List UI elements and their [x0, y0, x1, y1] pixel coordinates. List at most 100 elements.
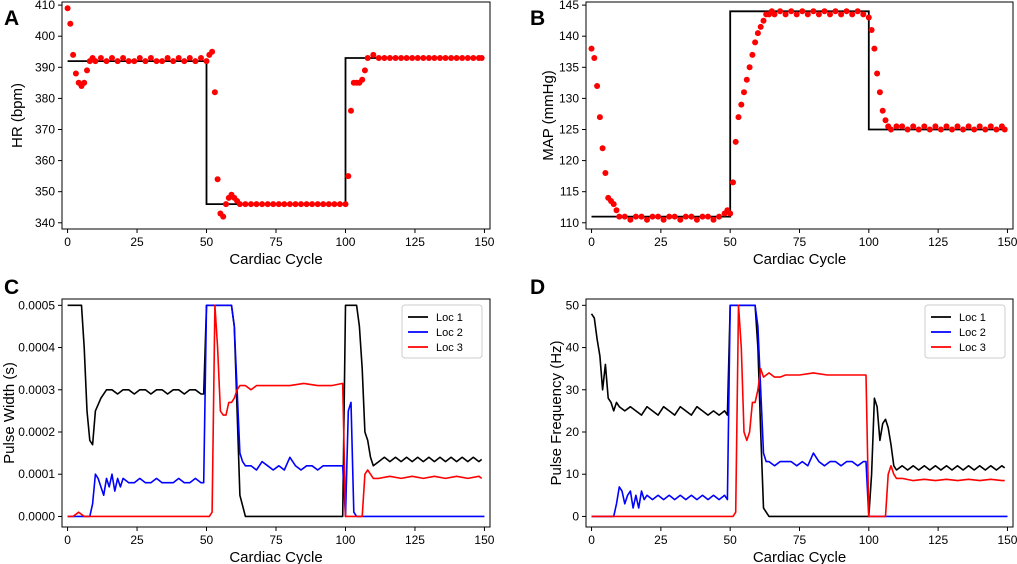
scatter-point	[965, 123, 972, 130]
scatter-point	[732, 138, 739, 145]
axes-frame	[585, 1, 1014, 230]
scatter-point	[264, 201, 271, 208]
chart-panel-a: A 0 25 50 75 100 125 150 340 350 360 370 380 390 400 41…	[4, 0, 495, 268]
scatter-point	[610, 201, 617, 208]
scatter-point	[248, 201, 254, 208]
scatter-point	[699, 213, 706, 220]
series-line-loc-3	[67, 304, 483, 518]
scatter-point	[97, 55, 104, 61]
x-tick-label: 100	[335, 235, 355, 249]
panel-letter: C	[4, 276, 19, 299]
scatter-point	[292, 201, 299, 208]
y-tick-label: 20	[566, 425, 580, 439]
legend: Loc 1 Loc 2 Loc 3	[924, 304, 1006, 359]
x-tick-label: 50	[200, 235, 214, 249]
scatter-point	[993, 126, 1000, 133]
plot-area	[588, 8, 1008, 223]
scatter-point	[804, 11, 811, 18]
scatter-point	[730, 179, 736, 186]
legend-box	[401, 304, 483, 359]
scatter-point	[220, 213, 227, 220]
scatter-point	[198, 55, 204, 61]
scatter-point	[392, 55, 399, 61]
x-axis-label: Cardiac Cycle	[753, 549, 846, 564]
scatter-point	[932, 123, 939, 130]
x-tick-label: 150	[474, 235, 494, 249]
step-line-target	[591, 10, 1008, 218]
chart-panel-c: C 0 25 50 75 100 125 150 0.0000 0.0001 0.0002 0.000…	[1, 276, 495, 564]
scatter-point	[364, 55, 371, 61]
y-axis-label: Pulse Width (s)	[1, 362, 18, 464]
scatter-point	[320, 201, 327, 208]
scatter-point	[971, 126, 978, 133]
scatter-point	[921, 123, 928, 130]
scatter-point	[109, 55, 115, 61]
scatter-point	[414, 55, 421, 61]
scatter-point	[752, 39, 759, 46]
scatter-point	[253, 201, 260, 208]
scatter-point	[777, 8, 784, 15]
panel-letter: B	[530, 7, 545, 30]
scatter-point	[209, 48, 216, 55]
scatter-point	[192, 58, 199, 65]
x-tick-label: 25	[654, 533, 668, 547]
y-tick-label: 360	[35, 154, 55, 168]
x-tick-label: 100	[859, 533, 879, 547]
scatter-point	[370, 51, 377, 58]
scatter-point	[125, 58, 132, 65]
scatter-point	[381, 55, 388, 61]
scatter-point	[943, 123, 950, 130]
scatter-point	[214, 176, 221, 183]
x-tick-label: 0	[64, 235, 71, 249]
x-tick-label: 25	[130, 533, 144, 547]
scatter-point	[325, 201, 332, 208]
scatter-point	[710, 216, 717, 223]
scatter-point	[782, 11, 789, 18]
y-tick-label: 140	[559, 29, 579, 43]
scatter-point	[754, 30, 761, 37]
x-tick-label: 0	[64, 533, 71, 547]
scatter-point	[705, 213, 711, 220]
legend-label: Loc 3	[959, 342, 986, 354]
y-tick-label: 390	[35, 60, 55, 74]
y-tick-label: 380	[35, 91, 55, 105]
scatter-point	[131, 58, 138, 65]
scatter-point	[211, 89, 218, 96]
x-axis-label: Cardiac Cycle	[753, 251, 846, 268]
x-tick-label: 125	[405, 235, 425, 249]
scatter-point	[298, 201, 304, 208]
y-tick-label: 135	[559, 60, 579, 74]
scatter-point	[437, 55, 443, 61]
scatter-point	[682, 213, 689, 220]
legend: Loc 1 Loc 2 Loc 3	[401, 304, 483, 359]
scatter-point	[223, 201, 229, 208]
scatter-point	[832, 8, 839, 15]
scatter-point	[84, 67, 90, 74]
scatter-point	[660, 216, 667, 223]
scatter-point	[868, 27, 875, 33]
scatter-point	[386, 55, 393, 61]
scatter-point	[741, 89, 747, 96]
scatter-point	[738, 101, 745, 108]
scatter-point	[827, 11, 833, 18]
scatter-point	[270, 201, 277, 208]
plot-area	[67, 304, 485, 518]
scatter-point	[746, 64, 753, 71]
scatter-point	[899, 123, 906, 130]
x-tick-label: 0	[588, 235, 595, 249]
y-tick-label: 120	[559, 154, 579, 168]
legend-label: Loc 3	[436, 342, 463, 354]
y-tick-label: 400	[35, 29, 55, 43]
plot-area	[64, 5, 485, 220]
scatter-point	[236, 201, 243, 208]
scatter-point	[904, 126, 911, 133]
scatter-point	[671, 213, 678, 220]
y-tick-label: 0.0002	[18, 425, 55, 439]
y-axis-label: HR (bpm)	[9, 83, 26, 148]
scatter-point	[960, 126, 967, 133]
scatter-point	[638, 213, 645, 220]
scatter-point	[871, 45, 878, 52]
scatter-point	[771, 11, 778, 18]
scatter-point	[799, 8, 806, 15]
scatter-point	[854, 8, 861, 15]
